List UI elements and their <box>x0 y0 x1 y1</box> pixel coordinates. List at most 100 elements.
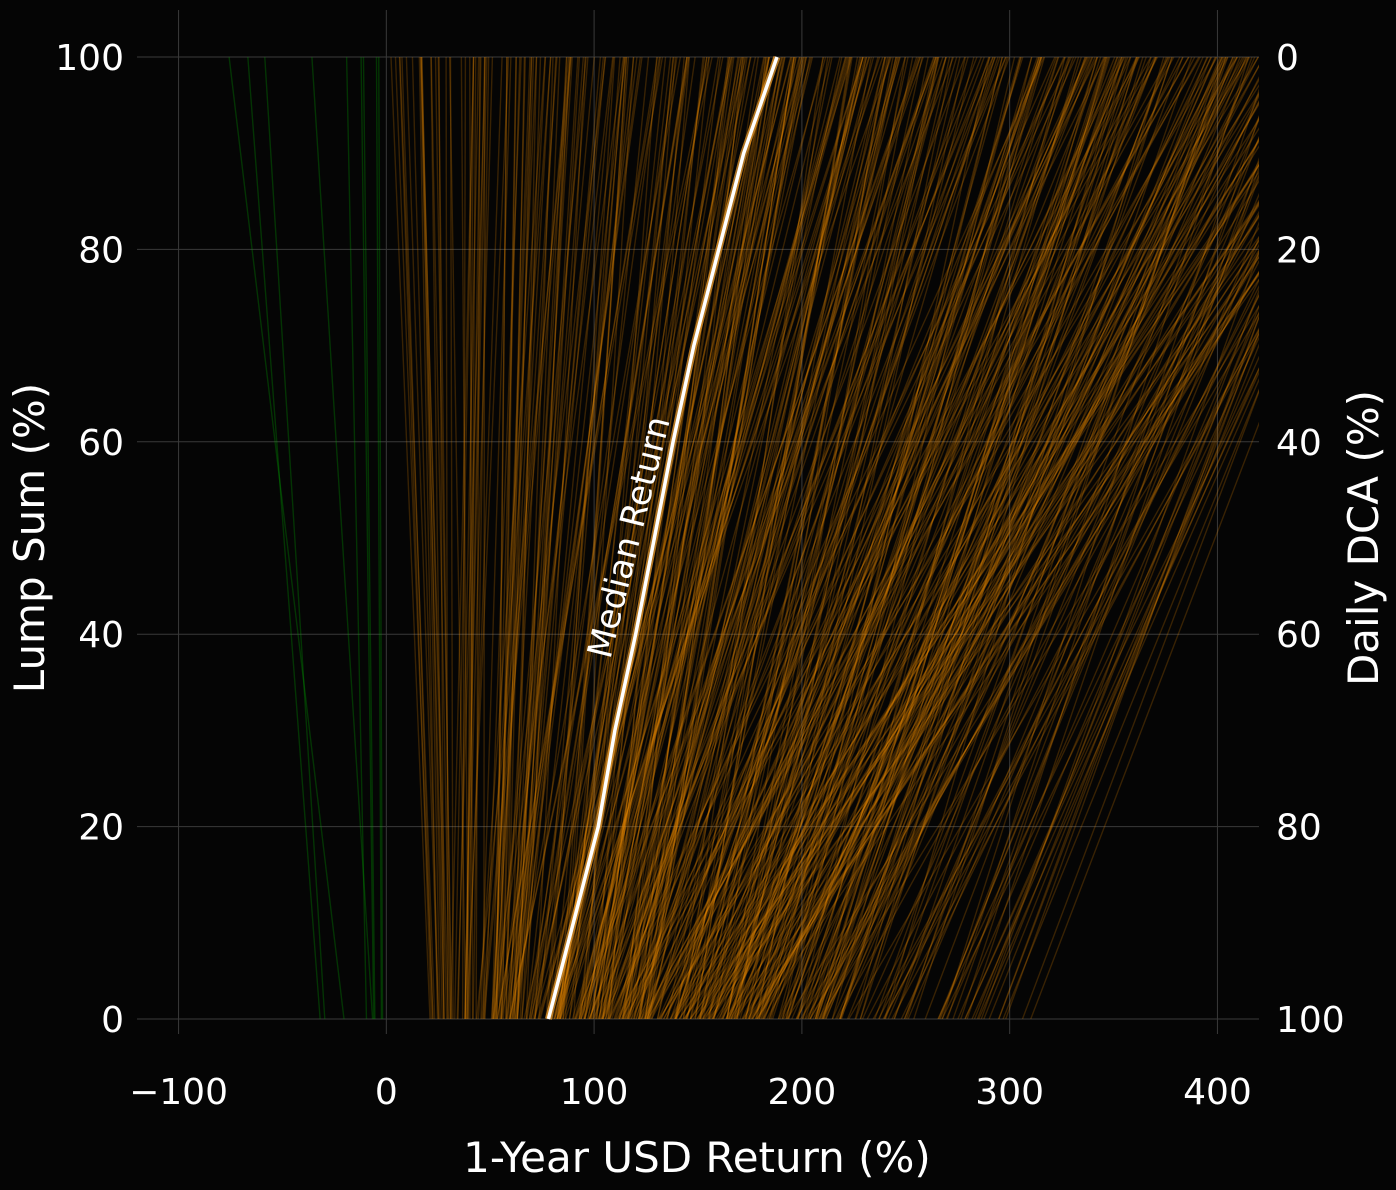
return-path <box>766 99 1259 1019</box>
return-path <box>538 57 626 1019</box>
return-path <box>846 57 1247 1019</box>
return-path <box>626 57 1007 1019</box>
return-path <box>610 57 978 1019</box>
return-path <box>627 57 1077 1019</box>
return-path <box>707 57 894 1019</box>
return-path <box>966 165 1259 1019</box>
return-paths <box>228 57 1259 1019</box>
return-path <box>924 135 1259 1019</box>
return-path <box>494 57 552 1019</box>
return-path <box>836 250 1259 1019</box>
return-path <box>466 57 475 1019</box>
return-path <box>728 57 1070 1019</box>
return-path <box>839 57 1256 1019</box>
return-path <box>941 367 1259 1019</box>
return-path <box>555 57 720 1019</box>
return-path <box>596 57 685 1019</box>
return-path <box>747 249 1259 1019</box>
return-path <box>639 57 775 1019</box>
return-path <box>689 235 1259 1019</box>
return-path <box>438 57 445 1019</box>
return-path <box>505 57 526 1019</box>
return-path <box>663 57 1184 1019</box>
return-path <box>625 57 1056 1019</box>
return-path <box>671 118 1259 1019</box>
return-path <box>725 57 929 1019</box>
return-path <box>744 57 1021 1019</box>
return-path <box>614 57 944 1019</box>
return-path <box>584 57 825 1019</box>
return-path <box>821 200 1259 1019</box>
return-path <box>463 57 488 1019</box>
return-path <box>884 57 1165 1019</box>
return-path <box>496 57 664 1019</box>
return-path <box>420 57 441 1019</box>
return-path <box>756 101 1259 1019</box>
return-path <box>508 57 585 1019</box>
return-path <box>900 278 1259 1019</box>
return-path <box>741 57 1209 1019</box>
return-path <box>574 57 955 1019</box>
return-path <box>618 57 797 1019</box>
return-path <box>748 239 1259 1019</box>
return-path <box>660 57 1123 1019</box>
return-path <box>464 57 482 1019</box>
return-path <box>539 57 793 1019</box>
return-path <box>549 57 616 1019</box>
return-path <box>673 57 999 1019</box>
return-path <box>627 57 864 1019</box>
return-path <box>506 57 643 1019</box>
return-path <box>809 252 1259 1019</box>
return-path <box>727 57 1229 1019</box>
return-path <box>545 57 732 1019</box>
return-path <box>572 57 635 1019</box>
return-path <box>602 57 1066 1019</box>
return-path <box>831 57 1108 1019</box>
y-tick-label: 80 <box>78 230 124 271</box>
return-path <box>510 57 605 1019</box>
return-path <box>809 243 1259 1019</box>
return-path <box>678 91 1259 1019</box>
return-path <box>708 256 1259 1019</box>
return-path <box>576 57 921 1019</box>
return-path <box>513 57 573 1019</box>
return-path <box>554 57 892 1019</box>
return-path <box>1030 421 1259 1019</box>
return-path <box>855 57 1193 1019</box>
return-path <box>736 57 907 1019</box>
return-path <box>674 57 1088 1019</box>
return-path <box>449 57 454 1019</box>
return-path <box>815 57 1167 1019</box>
return-path <box>786 57 1138 1019</box>
return-path <box>818 57 1152 1019</box>
return-path <box>477 57 546 1019</box>
return-path <box>787 57 1099 1019</box>
return-path <box>704 102 1259 1019</box>
return-path <box>755 57 954 1019</box>
return-path <box>786 271 1259 1019</box>
return-path <box>729 78 1259 1019</box>
return-path <box>801 57 1080 1019</box>
return-path <box>684 57 1138 1019</box>
return-path <box>558 57 672 1019</box>
return-path <box>630 57 1106 1019</box>
return-path <box>496 57 661 1019</box>
x-tick-label: 200 <box>768 1072 837 1113</box>
return-path <box>628 57 868 1019</box>
return-path <box>998 329 1259 1019</box>
return-path <box>362 57 376 1019</box>
return-path <box>883 284 1259 1019</box>
return-path <box>420 57 450 1019</box>
return-path <box>639 57 770 1019</box>
return-path <box>685 57 969 1019</box>
return-path <box>516 57 579 1019</box>
return-path <box>715 144 1259 1019</box>
return-path <box>564 57 870 1019</box>
return-path <box>613 57 918 1019</box>
return-path <box>887 161 1259 1019</box>
return-path <box>839 57 1173 1019</box>
return-path <box>519 57 571 1019</box>
return-path <box>825 57 1212 1019</box>
y-tick-label: 20 <box>78 808 124 849</box>
